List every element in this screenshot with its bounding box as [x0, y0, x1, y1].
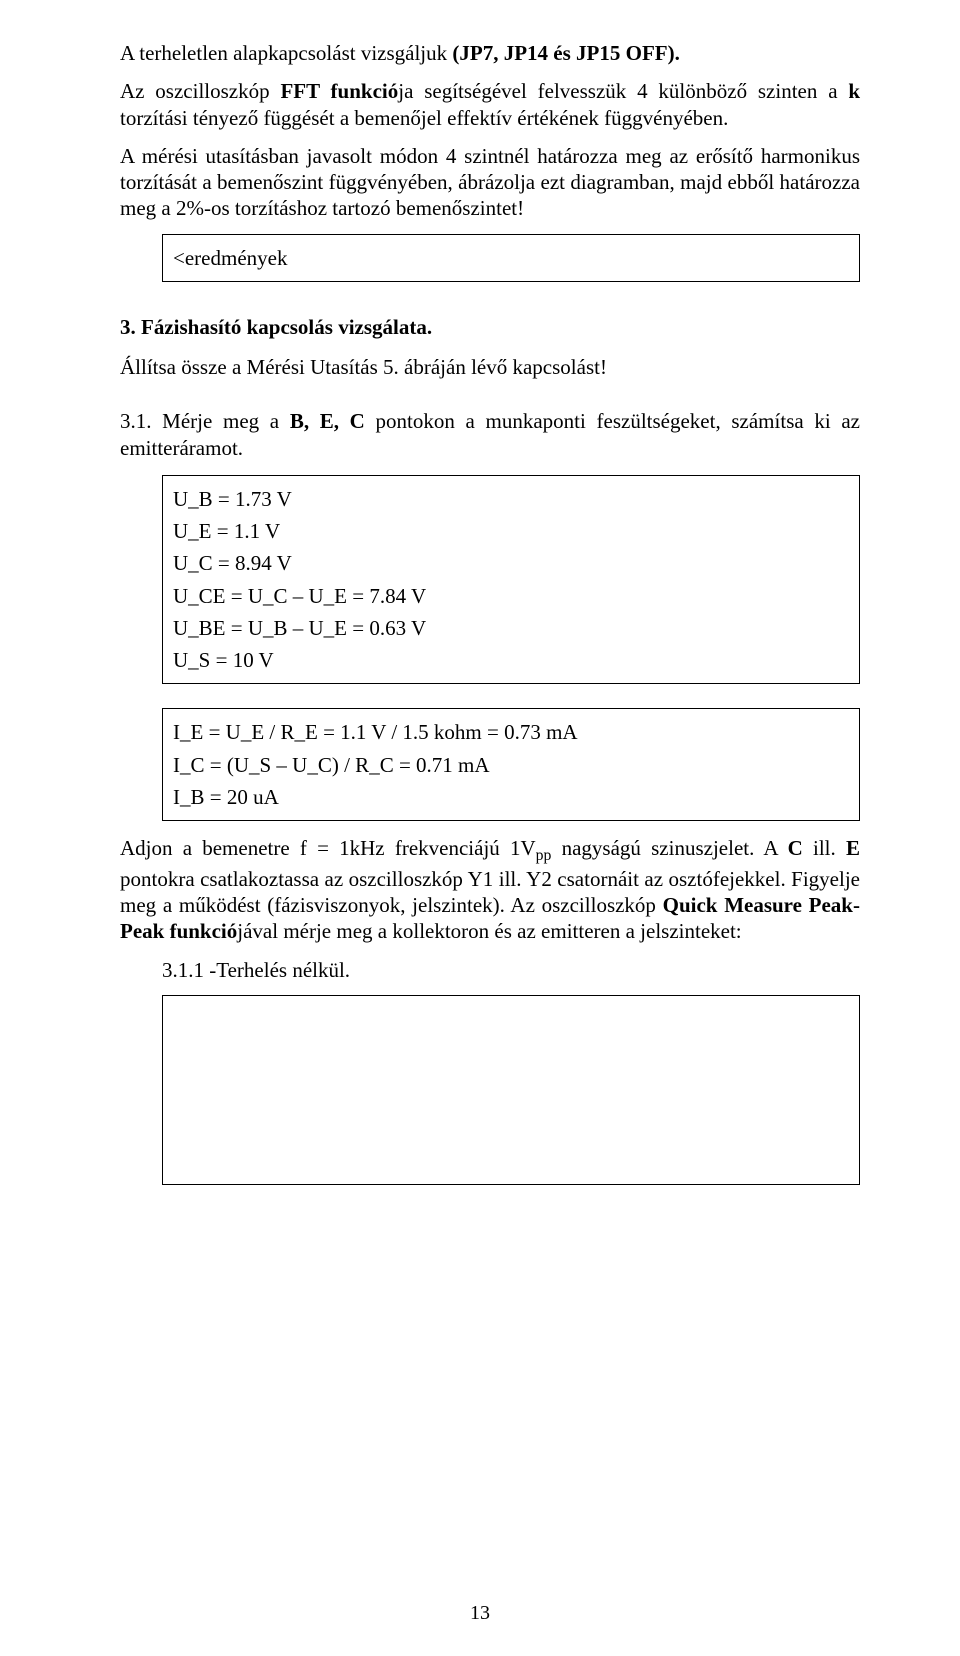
paragraph-after-box3: Adjon a bemenetre f = 1kHz frekvenciájú …: [120, 835, 860, 945]
section-heading-3: 3. Fázishasító kapcsolás vizsgálata.: [120, 314, 860, 340]
paragraph-2: Az oszcilloszkóp FFT funkciója segítségé…: [120, 78, 860, 131]
paragraph-after-h3: Állítsa össze a Mérési Utasítás 5. ábráj…: [120, 354, 860, 380]
value-i-c: I_C = (U_S – U_C) / R_C = 0.71 mA: [173, 752, 849, 778]
value-i-e: I_E = U_E / R_E = 1.1 V / 1.5 kohm = 0.7…: [173, 719, 849, 745]
text: torzítási tényező függését a bemenőjel e…: [120, 106, 728, 130]
text-bold: C: [788, 836, 803, 860]
text: ill.: [803, 836, 846, 860]
subscript: pp: [536, 847, 552, 864]
text: A terheletlen alapkapcsolást vizsgáljuk: [120, 41, 452, 65]
result-box-4-empty: [162, 995, 860, 1185]
value-u-e: U_E = 1.1 V: [173, 518, 849, 544]
text: ja segítségével felvesszük 4 különböző s…: [398, 79, 848, 103]
text: 3.1. Mérje meg a: [120, 409, 290, 433]
result-box-2: U_B = 1.73 V U_E = 1.1 V U_C = 8.94 V U_…: [162, 475, 860, 685]
text-bold: E: [846, 836, 860, 860]
value-u-c: U_C = 8.94 V: [173, 550, 849, 576]
value-i-b: I_B = 20 uA: [173, 784, 849, 810]
text-bold: k: [848, 79, 860, 103]
value-u-b: U_B = 1.73 V: [173, 486, 849, 512]
value-u-ce: U_CE = U_C – U_E = 7.84 V: [173, 583, 849, 609]
value-u-s: U_S = 10 V: [173, 647, 849, 673]
value-u-be: U_BE = U_B – U_E = 0.63 V: [173, 615, 849, 641]
text-bold: FFT funkció: [280, 79, 398, 103]
text: jával mérje meg a kollektoron és az emit…: [237, 919, 741, 943]
paragraph-1: A terheletlen alapkapcsolást vizsgáljuk …: [120, 40, 860, 66]
box-text: <eredmények: [173, 245, 849, 271]
text: Az oszcilloszkóp: [120, 79, 280, 103]
text-bold: (JP7, JP14 és JP15 OFF).: [452, 41, 679, 65]
page-number: 13: [0, 1601, 960, 1626]
text: Adjon a bemenetre f = 1kHz frekvenciájú …: [120, 836, 536, 860]
paragraph-3-1: 3.1. Mérje meg a B, E, C pontokon a munk…: [120, 408, 860, 461]
paragraph-3: A mérési utasításban javasolt módon 4 sz…: [120, 143, 860, 222]
result-box-1: <eredmények: [162, 234, 860, 282]
text-bold: B, E, C: [290, 409, 365, 433]
document-page: A terheletlen alapkapcsolást vizsgáljuk …: [0, 0, 960, 1656]
subsection-3-1-1: 3.1.1 -Terhelés nélkül.: [162, 957, 860, 983]
result-box-3: I_E = U_E / R_E = 1.1 V / 1.5 kohm = 0.7…: [162, 708, 860, 821]
text: nagyságú szinuszjelet. A: [551, 836, 787, 860]
